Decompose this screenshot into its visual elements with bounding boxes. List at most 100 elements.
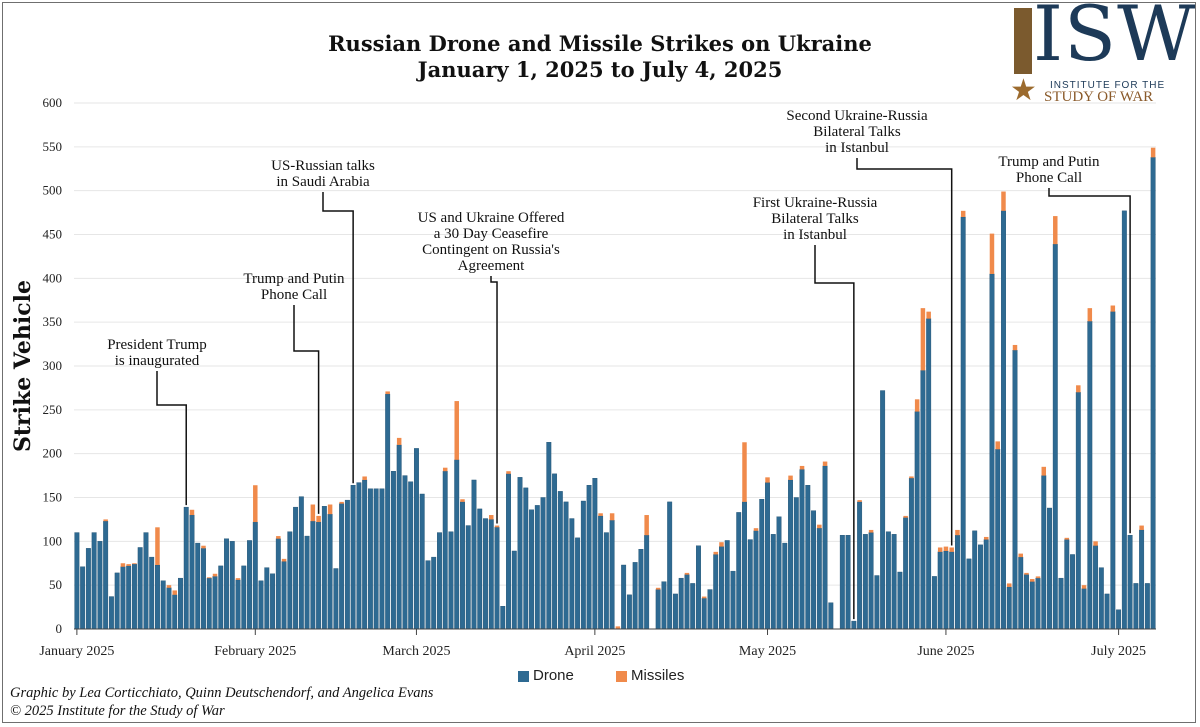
missile-bar [212, 573, 218, 577]
drone-bar [1110, 311, 1116, 630]
annotation-text: US and Ukraine Offered [418, 210, 565, 226]
annotation-leader [490, 276, 498, 524]
drone-bar [851, 620, 857, 630]
drone-bar [903, 517, 909, 630]
legend-missiles-swatch [616, 671, 627, 682]
missile-bar [1024, 572, 1029, 575]
drone-bar [178, 577, 183, 630]
annotation-leader [814, 245, 855, 620]
missile-bar [955, 529, 960, 536]
drone-bar [747, 539, 753, 630]
star-icon: ★ [1010, 74, 1037, 107]
x-tick-label: February 2025 [214, 644, 296, 659]
drone-bar [367, 488, 373, 630]
drone-bar [350, 485, 356, 630]
y-tick-label: 400 [43, 270, 63, 285]
drone-bar [569, 518, 575, 630]
drone-bar [385, 393, 391, 630]
drone-bar [885, 531, 891, 630]
drone-bar [730, 570, 736, 630]
drone-bar [1035, 577, 1041, 630]
missile-bar [937, 547, 943, 552]
x-tick-label: April 2025 [564, 644, 625, 659]
missile-bar [914, 399, 920, 412]
missile-bar [1081, 585, 1087, 589]
missile-bar [719, 542, 724, 547]
drone-bar [742, 501, 747, 630]
missile-bar [822, 461, 828, 466]
drone-bar [920, 370, 926, 630]
drone-bar [74, 532, 80, 630]
drone-bar [1006, 586, 1012, 630]
drone-bar [91, 532, 97, 630]
missile-bar [926, 311, 931, 319]
drone-bar [1081, 588, 1087, 630]
drone-bar [880, 390, 886, 630]
missile-bar [172, 590, 177, 595]
drone-bar [586, 485, 592, 630]
drone-bar [465, 525, 471, 630]
missile-bar [339, 501, 344, 504]
logo-pillar [1014, 8, 1032, 74]
drone-bar [160, 580, 166, 630]
drone-bar [862, 534, 868, 630]
drone-bar [390, 471, 396, 630]
drone-bar [759, 499, 765, 630]
drone-bar [696, 545, 701, 630]
missile-bar [1150, 147, 1156, 158]
drone-bar [206, 577, 212, 630]
missile-bar [207, 577, 212, 579]
drone-bar [592, 478, 598, 630]
drone-bar [293, 506, 299, 630]
credit-copyright: © 2025 Institute for the Study of War [10, 703, 225, 719]
y-tick-label: 50 [49, 577, 62, 592]
missile-bar [454, 401, 459, 460]
drone-bar [857, 501, 863, 630]
drone-bar [1064, 539, 1070, 630]
y-tick-label: 200 [43, 446, 63, 461]
drone-bar [1093, 545, 1099, 630]
missile-bar [155, 527, 160, 566]
drone-bar [85, 548, 91, 630]
drone-bar [494, 527, 500, 630]
missile-bar [1041, 466, 1047, 476]
drone-bar [563, 501, 569, 630]
drone-bar [937, 551, 943, 630]
missile-bar [460, 499, 465, 502]
isw-logo: ISW ★ INSTITUTE FOR THE STUDY OF WAR [1008, 0, 1195, 107]
drone-bar [1150, 157, 1156, 630]
missile-bar [281, 558, 287, 562]
drone-bar [1029, 581, 1035, 630]
missile-bar [1076, 385, 1081, 393]
annotation-text: Trump and Putin [998, 154, 1100, 170]
annotation-leader [856, 158, 953, 546]
missile-bar [909, 476, 914, 479]
drone-bar [143, 532, 149, 630]
missile-bar [1093, 541, 1098, 546]
y-tick-label: 550 [43, 139, 63, 154]
drone-bar [229, 541, 235, 630]
drone-bar [339, 503, 345, 630]
drone-bar [954, 534, 960, 630]
missile-bar [1035, 576, 1041, 579]
drone-bar [270, 573, 276, 630]
missile-bar [943, 546, 949, 551]
drone-bar [822, 465, 828, 630]
drone-bar [108, 596, 114, 630]
legend-drone-swatch [518, 671, 529, 682]
missile-bar [489, 515, 494, 520]
drone-bar [811, 510, 817, 630]
drone-bar [805, 485, 811, 630]
drone-bar [949, 551, 955, 630]
x-tick-label: January 2025 [39, 644, 114, 659]
annotation-leader [322, 192, 354, 484]
drone-bar [839, 534, 845, 630]
drone-bar [1133, 583, 1139, 630]
drone-bar [655, 589, 661, 630]
drone-bar [477, 508, 483, 630]
drone-bar [298, 496, 304, 630]
missile-bar [701, 596, 707, 599]
drone-bar [931, 576, 937, 630]
